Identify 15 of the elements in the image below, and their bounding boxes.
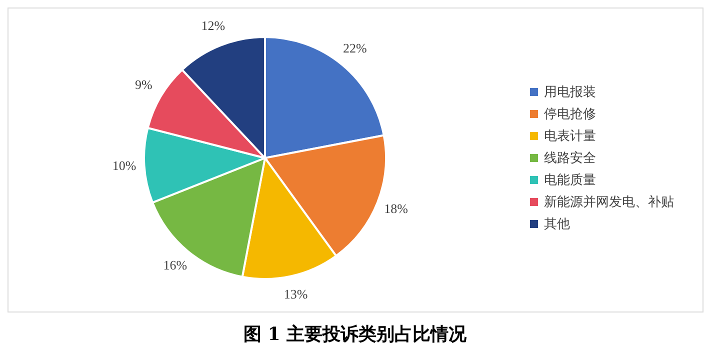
legend-label: 新能源并网发电、补贴 — [544, 195, 674, 210]
legend-label: 线路安全 — [544, 150, 596, 166]
data-label: 13% — [284, 286, 308, 302]
legend-label: 停电抢修 — [544, 107, 596, 122]
data-label: 10% — [112, 158, 136, 173]
legend-label: 用电报装 — [544, 85, 596, 100]
data-label: 16% — [163, 258, 188, 273]
data-label: 18% — [384, 200, 408, 216]
text: 图 1 主要投诉类别占比情况 — [243, 324, 468, 345]
data-label: 12% — [201, 18, 226, 33]
legend-label: 电能质量 — [544, 173, 596, 188]
legend-label: 电表计量 — [544, 129, 596, 144]
data-label: 9% — [134, 77, 152, 92]
legend-label: 其他 — [544, 217, 570, 232]
data-label: 22% — [342, 40, 367, 56]
